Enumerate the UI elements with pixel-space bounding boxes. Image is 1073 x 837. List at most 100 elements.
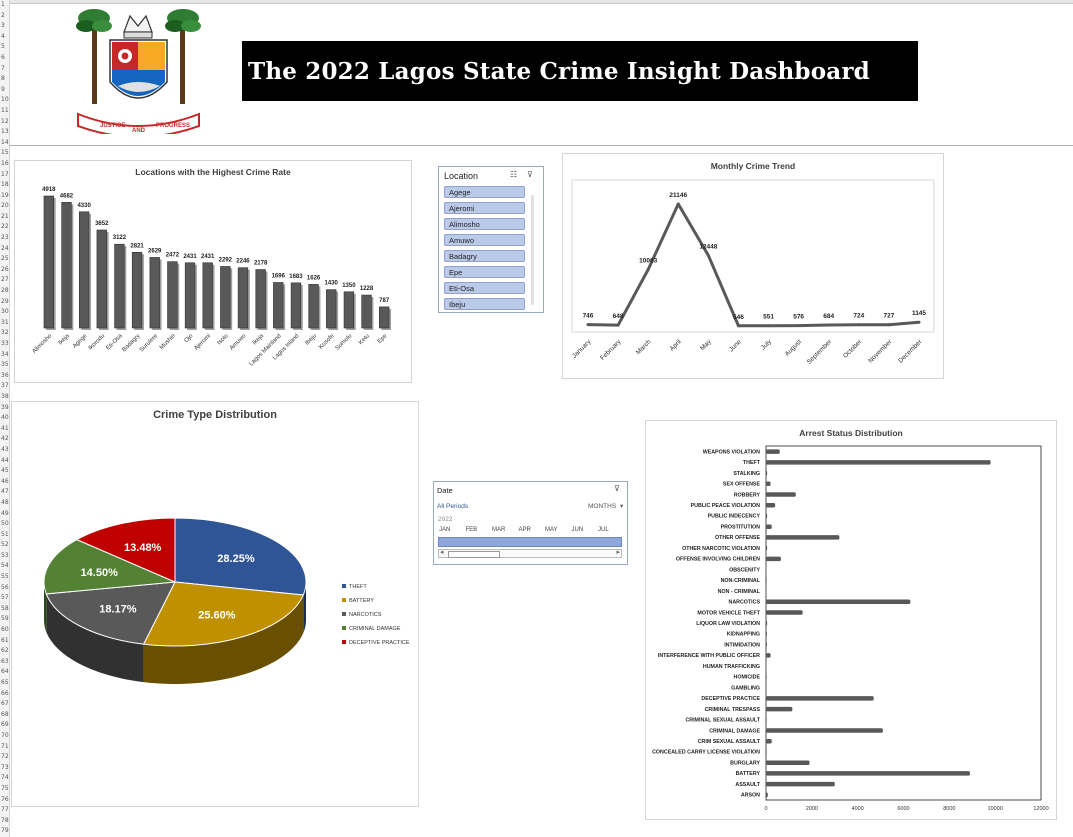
timeline-period-bar[interactable] — [438, 537, 622, 547]
row-number[interactable]: 24 — [1, 244, 9, 252]
location-slicer-item[interactable]: Epe — [444, 266, 525, 278]
location-bar[interactable] — [255, 269, 266, 329]
arrest-bar[interactable] — [766, 739, 772, 744]
row-number[interactable]: 72 — [1, 753, 9, 761]
row-number[interactable]: 18 — [1, 181, 9, 189]
location-slicer-item[interactable]: Ibeju — [444, 298, 525, 310]
arrest-bar[interactable] — [766, 610, 803, 615]
row-number[interactable]: 3 — [1, 22, 5, 30]
row-number[interactable]: 27 — [1, 276, 9, 284]
timeline-scroll-thumb[interactable] — [448, 551, 500, 558]
monthly-trend-point[interactable] — [706, 253, 710, 257]
pie-slice[interactable] — [142, 581, 305, 647]
location-bar[interactable] — [78, 211, 90, 329]
monthly-trend-point[interactable] — [586, 323, 590, 327]
arrest-bar[interactable] — [766, 503, 776, 508]
arrest-bar[interactable] — [766, 556, 781, 562]
arrest-bar[interactable] — [766, 771, 970, 776]
location-bar[interactable] — [43, 195, 54, 329]
row-number[interactable]: 8 — [1, 75, 5, 83]
timeline-month-label[interactable]: FEB — [465, 527, 478, 533]
timeline-scrollbar[interactable]: ◂ ▸ — [438, 549, 622, 558]
arrest-bar[interactable] — [766, 706, 793, 712]
timeline-month-label[interactable]: JUN — [571, 527, 584, 533]
row-number[interactable]: 17 — [1, 170, 9, 178]
timeline-clear-filter-icon[interactable]: ⊽ — [614, 484, 620, 493]
row-number[interactable]: 42 — [1, 435, 9, 443]
arrest-bar[interactable] — [766, 513, 768, 519]
row-number[interactable]: 68 — [1, 710, 9, 718]
arrest-bar[interactable] — [766, 792, 768, 798]
row-number[interactable]: 79 — [1, 827, 9, 835]
location-bar[interactable] — [308, 284, 319, 329]
row-number[interactable]: 75 — [1, 784, 9, 792]
crime-type-chart-panel[interactable]: Crime Type Distribution 28.25% 25.60% 18.1… — [11, 401, 419, 807]
row-number[interactable]: 34 — [1, 350, 9, 358]
row-number[interactable]: 35 — [1, 361, 9, 369]
row-number[interactable]: 38 — [1, 392, 9, 400]
row-number[interactable]: 36 — [1, 371, 9, 379]
row-number[interactable]: 37 — [1, 382, 9, 390]
arrest-bar[interactable] — [766, 599, 911, 605]
arrest-bar[interactable] — [766, 717, 767, 723]
row-number[interactable]: 63 — [1, 657, 9, 665]
row-number[interactable]: 47 — [1, 488, 9, 496]
row-number[interactable]: 40 — [1, 414, 9, 422]
row-number[interactable]: 13 — [1, 128, 9, 136]
monthly-trend-point[interactable] — [736, 324, 740, 328]
legend-label[interactable]: THEFT — [349, 584, 367, 590]
row-number[interactable]: 16 — [1, 159, 9, 167]
row-number[interactable]: 67 — [1, 700, 9, 708]
row-number[interactable]: 71 — [1, 742, 9, 750]
location-bar[interactable] — [379, 306, 390, 329]
timeline-all-periods[interactable]: All Periods — [437, 503, 469, 510]
row-number[interactable]: 57 — [1, 594, 9, 602]
row-number[interactable]: 76 — [1, 795, 9, 803]
row-number[interactable]: 66 — [1, 689, 9, 697]
timeline-month-label[interactable]: JUL — [598, 527, 609, 533]
legend-label[interactable]: DECEPTIVE PRACTICE — [349, 640, 410, 646]
row-number[interactable]: 23 — [1, 234, 9, 242]
row-number[interactable]: 10 — [1, 96, 9, 104]
monthly-trend-point[interactable] — [827, 323, 831, 327]
row-number[interactable]: 53 — [1, 551, 9, 559]
arrest-bar[interactable] — [766, 631, 767, 637]
arrest-bar[interactable] — [766, 781, 835, 787]
row-number[interactable]: 59 — [1, 615, 9, 623]
location-slicer-item[interactable]: Ajeromi — [444, 202, 525, 214]
timeline-month-label[interactable]: MAR — [492, 527, 506, 533]
row-number[interactable]: 19 — [1, 191, 9, 199]
timeline-unit-selector[interactable]: MONTHS — [588, 503, 617, 510]
row-number[interactable]: 78 — [1, 816, 9, 824]
location-bar[interactable] — [184, 262, 196, 329]
row-number[interactable]: 54 — [1, 562, 9, 570]
scroll-right-icon[interactable]: ▸ — [616, 549, 620, 556]
multi-select-icon[interactable]: ☷ — [510, 170, 518, 179]
row-number[interactable]: 2 — [1, 11, 5, 19]
legend-label[interactable]: BATTERY — [349, 598, 374, 604]
row-number[interactable]: 56 — [1, 583, 9, 591]
arrest-status-chart-panel[interactable]: Arrest Status Distribution WEAPONS VIOLA… — [645, 420, 1057, 820]
location-slicer-item[interactable]: Badagry — [444, 250, 525, 262]
row-number[interactable]: 25 — [1, 255, 9, 263]
row-number[interactable]: 69 — [1, 721, 9, 729]
monthly-trend-point[interactable] — [887, 323, 891, 327]
row-number[interactable]: 4 — [1, 32, 5, 40]
row-number[interactable]: 30 — [1, 308, 9, 316]
monthly-trend-point[interactable] — [616, 323, 620, 327]
row-number[interactable]: 6 — [1, 53, 5, 61]
row-number[interactable]: 29 — [1, 297, 9, 305]
arrest-bar[interactable] — [766, 481, 771, 487]
row-number[interactable]: 22 — [1, 223, 9, 231]
arrest-bar[interactable] — [766, 642, 767, 647]
scroll-left-icon[interactable]: ◂ — [440, 549, 444, 556]
location-bar[interactable] — [220, 266, 231, 329]
location-slicer[interactable]: Location ☷ ⊽ Agege Ajeromi Alimosho Amuwo Ba… — [438, 166, 544, 313]
row-number[interactable]: 43 — [1, 445, 9, 453]
arrest-bar[interactable] — [766, 545, 768, 551]
monthly-trend-chart-panel[interactable]: Monthly Crime Trend 746 January 648 Februar… — [562, 153, 944, 379]
location-bar[interactable] — [290, 282, 302, 329]
row-number[interactable]: 39 — [1, 403, 9, 411]
date-timeline-slicer[interactable]: Date ⊽ All Periods MONTHS ▾ 2022 JAN FEB M… — [433, 481, 628, 565]
arrest-bar[interactable] — [766, 578, 767, 583]
